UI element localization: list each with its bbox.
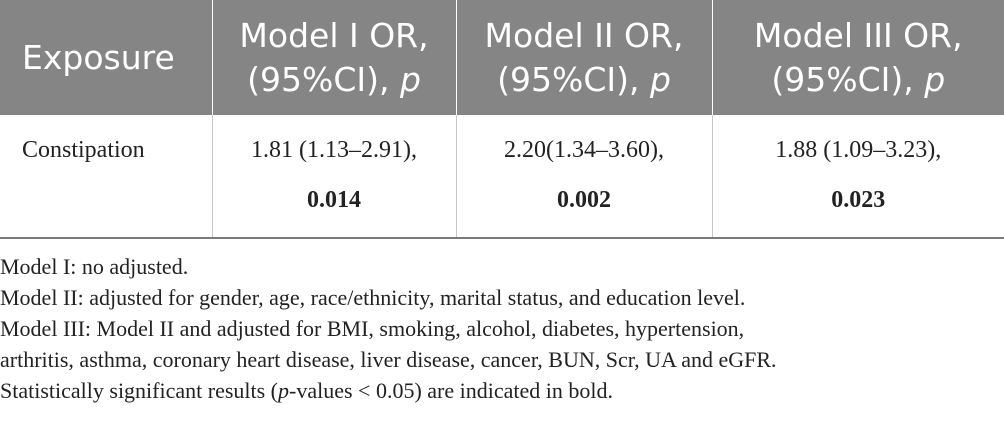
results-table-container: Exposure Model I OR, (95%CI), p Model II… [0,0,1004,238]
model-1-or-value: 1.81 (1.13–2.91), [251,137,417,163]
note-model-3-line-1: Model III: Model II and adjusted for BMI… [0,316,745,341]
note-significance: Statistically significant results (p-val… [0,378,613,403]
model-2-p-value: 0.002 [557,187,611,213]
note-model-2: Model II: adjusted for gender, age, race… [0,285,746,310]
table-header-row: Exposure Model I OR, (95%CI), p Model II… [0,0,1004,115]
header-exposure: Exposure [22,37,175,77]
model-1-p-value: 0.014 [307,187,361,213]
model-3-cell: 1.88 (1.09–3.23), 0.023 [711,115,1004,238]
model-2-cell: 2.20(1.34–3.60), 0.002 [455,115,712,238]
exposure-cell: Constipation [22,137,145,163]
results-table: Exposure Model I OR, (95%CI), p Model II… [0,0,1004,238]
model-3-p-value: 0.023 [831,187,886,213]
header-model-2: Model II OR, (95%CI), p [455,0,712,115]
table-footnotes: Model I: no adjusted. Model II: adjusted… [0,251,1004,406]
model-2-or-value: 2.20(1.34–3.60), [504,137,664,163]
note-model-3-line-2: arthritis, asthma, coronary heart diseas… [0,347,777,372]
model-3-or-value: 1.88 (1.09–3.23), [775,137,942,163]
header-model-1: Model I OR, (95%CI), p [211,0,456,115]
table-row: Constipation 1.81 (1.13–2.91), 0.014 2.2… [0,115,1004,238]
model-1-cell: 1.81 (1.13–2.91), 0.014 [211,115,456,238]
note-model-1: Model I: no adjusted. [0,254,189,279]
header-model-3: Model III OR, (95%CI), p [711,0,1004,115]
